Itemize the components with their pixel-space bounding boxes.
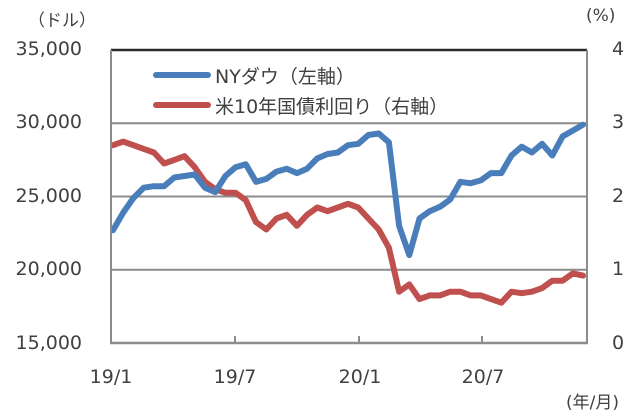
right-axis-unit: (%) [586,6,616,26]
x-tick-20-1: 20/1 [338,366,382,388]
dow-line [110,121,586,259]
legend-label-dow: NYダウ（左軸） [215,65,355,88]
left-axis-unit: （ドル） [28,11,96,31]
right-tick-1: 1 [612,258,625,280]
left-tick-35000: 35,000 [15,38,82,60]
left-tick-30000: 30,000 [15,111,82,133]
legend-swatch-yield [153,102,211,108]
legend-label-yield: 米10年国債利回り（右軸） [215,95,449,118]
left-tick-25000: 25,000 [15,185,82,207]
x-tick-19-7: 19/7 [213,366,257,388]
legend: NYダウ（左軸） 米10年国債利回り（右軸） [153,60,448,120]
x-axis-unit: (年/月) [566,393,619,413]
gridlines [111,122,587,271]
x-tick-19-1: 19/1 [89,366,133,388]
right-tick-2: 2 [612,185,625,207]
yield-line [110,138,586,306]
legend-item-dow: NYダウ（左軸） [153,60,448,90]
left-tick-15000: 15,000 [15,332,82,354]
right-tick-3: 3 [612,111,625,133]
plot-frame [110,48,588,345]
left-tick-20000: 20,000 [15,258,82,280]
x-tick-20-7: 20/7 [461,366,505,388]
legend-swatch-dow [153,72,211,78]
right-tick-0: 0 [612,332,625,354]
legend-item-yield: 米10年国債利回り（右軸） [153,90,448,120]
right-tick-4: 4 [612,38,625,60]
